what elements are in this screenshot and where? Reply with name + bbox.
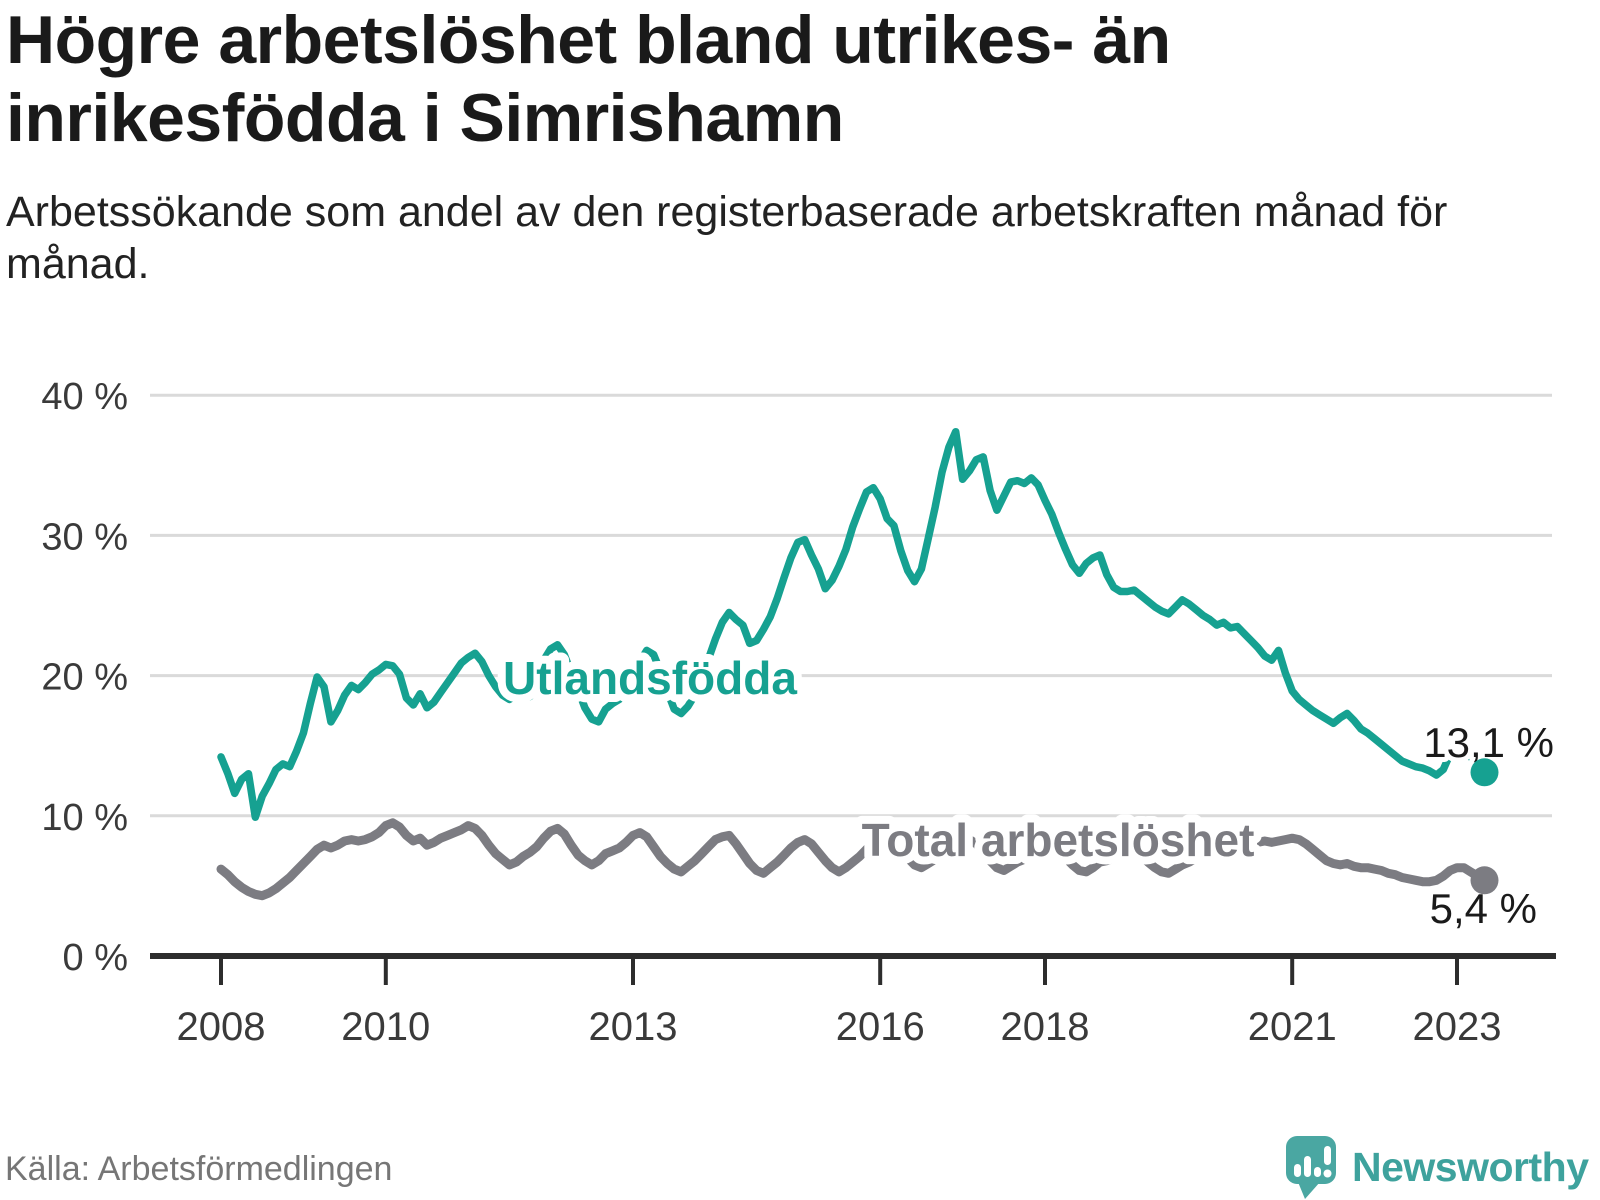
newsworthy-icon (1286, 1136, 1336, 1199)
y-axis-label-40: 40 % (41, 376, 128, 418)
x-axis-label-2021: 2021 (1248, 1005, 1337, 1049)
x-axis-label-2013: 2013 (589, 1005, 678, 1049)
y-axis-label-20: 20 % (41, 657, 128, 699)
y-axis-label-30: 30 % (41, 516, 128, 558)
series-label-total-arbetsloshet: Total arbetslöshet (862, 814, 1255, 866)
series-label-utlandsfodda: Utlandsfödda (503, 652, 797, 704)
end-dot-total-arbetsloshet (1470, 866, 1499, 895)
end-value-label-total-arbetsloshet: 5,4 % (1430, 885, 1537, 932)
x-axis-label-2008: 2008 (177, 1005, 266, 1049)
y-axis-label-10: 10 % (41, 797, 128, 839)
chart-subtitle: Arbetssökande som andel av den registerb… (6, 188, 1448, 289)
source-note: Källa: Arbetsförmedlingen (5, 1150, 393, 1188)
newsworthy-logo: Newsworthy (1284, 1134, 1589, 1200)
end-dot-utlandsfodda (1470, 758, 1499, 787)
brand-name: Newsworthy (1352, 1143, 1589, 1190)
x-axis-label-2010: 2010 (341, 1005, 430, 1049)
series-line-total-arbetsloshet (216, 818, 1489, 901)
x-axis-label-2023: 2023 (1413, 1005, 1502, 1049)
chart-title: Högre arbetslöshet bland utrikes- än inr… (6, 2, 1171, 156)
y-axis-label-0: 0 % (63, 937, 128, 979)
x-axis-label-2016: 2016 (836, 1005, 925, 1049)
x-axis-label-2018: 2018 (1001, 1005, 1090, 1049)
series-line-utlandsfodda (217, 427, 1489, 821)
